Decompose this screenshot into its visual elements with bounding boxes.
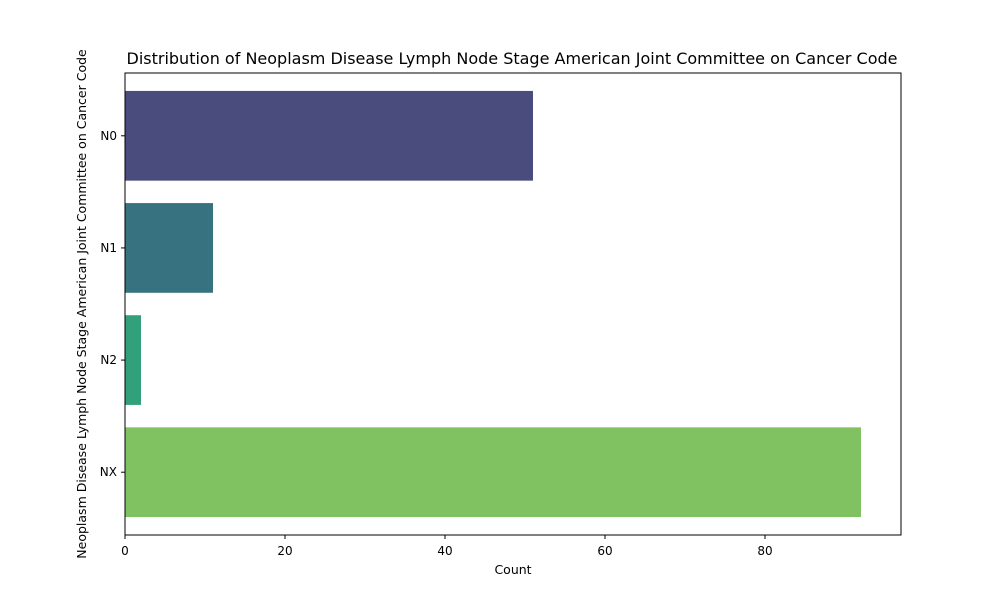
plot-frame — [124, 72, 902, 536]
y-tick-label: N1 — [100, 241, 117, 255]
chart-title: Distribution of Neoplasm Disease Lymph N… — [127, 49, 898, 68]
x-tick-label: 40 — [437, 544, 452, 558]
bar-n0 — [125, 90, 533, 181]
x-ticks-group: 0 20 40 60 80 — [121, 535, 773, 558]
bar-nx — [125, 427, 861, 518]
y-tick-label: N0 — [100, 129, 117, 143]
x-tick-label: 80 — [757, 544, 772, 558]
y-axis-label: Neoplasm Disease Lymph Node Stage Americ… — [74, 49, 89, 559]
y-tick-label: NX — [100, 465, 117, 479]
x-axis-label: Count — [494, 562, 531, 577]
y-tick-label: N2 — [100, 353, 117, 367]
y-ticks-group: N0 N1 N2 NX — [100, 129, 125, 479]
x-tick-label: 0 — [121, 544, 129, 558]
x-tick-label: 20 — [277, 544, 292, 558]
bar-n2 — [125, 315, 141, 405]
bars-group — [125, 90, 861, 518]
bar-n1 — [125, 203, 213, 293]
x-tick-label: 60 — [597, 544, 612, 558]
